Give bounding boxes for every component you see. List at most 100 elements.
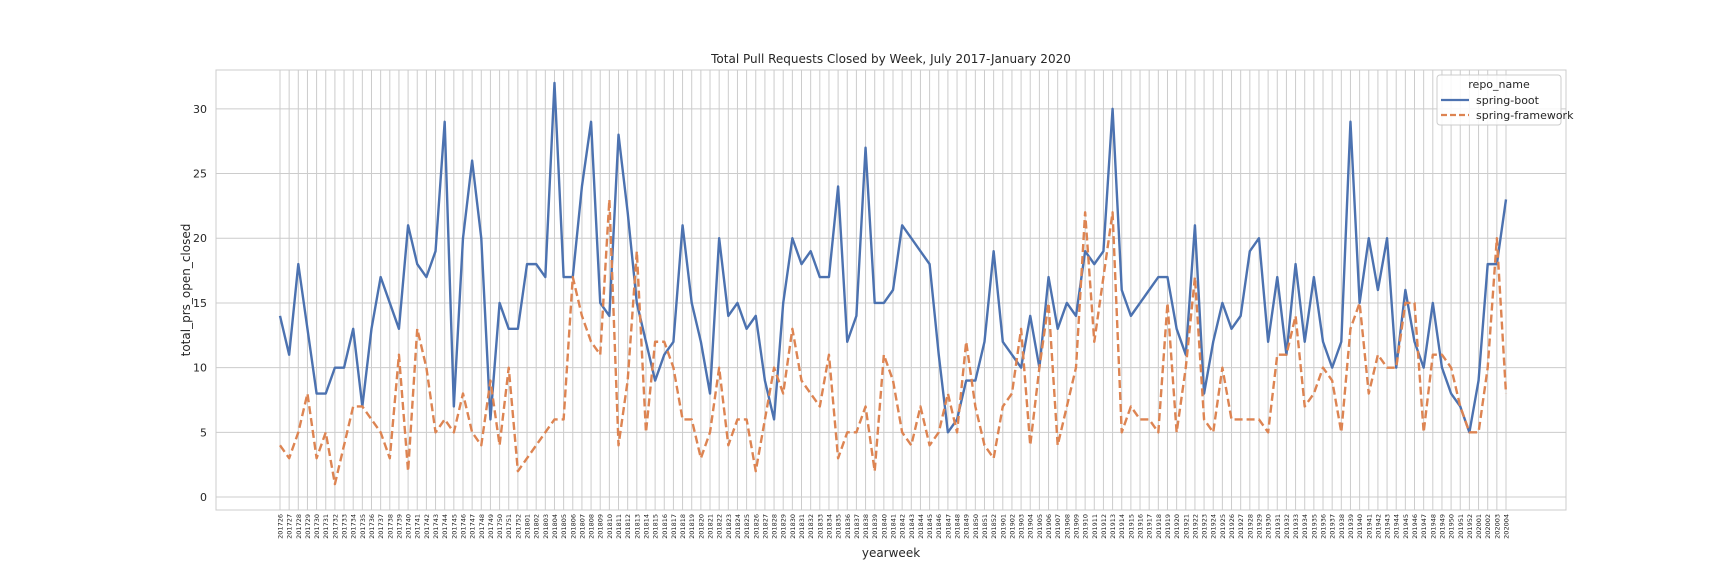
x-tick-label: 201831 (798, 514, 806, 539)
x-tick-label: 201902 (1008, 514, 1016, 539)
x-tick-label: 201829 (780, 514, 788, 539)
x-tick-label: 201920 (1173, 514, 1181, 539)
x-tick-label: 201844 (917, 514, 925, 539)
x-tick-label: 201734 (350, 514, 358, 539)
x-tick-label: 201806 (569, 514, 577, 539)
x-tick-label: 201908 (1063, 514, 1071, 539)
x-tick-label: 201838 (862, 514, 870, 539)
x-tick-label: 201810 (606, 514, 614, 539)
x-tick-label: 201816 (661, 514, 669, 539)
x-tick-label: 201932 (1283, 514, 1291, 539)
x-tick-label: 201751 (505, 514, 513, 539)
x-tick-label: 201915 (1127, 514, 1135, 539)
x-tick-label: 201731 (322, 514, 330, 539)
x-tick-label: 201941 (1365, 514, 1373, 539)
x-tick-label: 201933 (1292, 514, 1300, 539)
x-tick-label: 201930 (1265, 514, 1273, 539)
x-tick-label: 201943 (1384, 514, 1392, 539)
series-line-spring-framework (279, 198, 1508, 486)
x-tick-label: 201952 (1466, 514, 1474, 539)
x-tick-label: 201926 (1228, 514, 1236, 539)
x-tick-label: 201730 (313, 514, 321, 539)
x-tick-label: 201914 (1118, 514, 1126, 539)
x-tick-label: 201802 (533, 514, 541, 539)
x-tick-label: 201746 (459, 514, 467, 539)
series-layer (278, 81, 1508, 486)
y-axis-label: total_prs_open_closed (179, 224, 193, 357)
x-tick-label: 201945 (1402, 514, 1410, 539)
x-tick-label: 201924 (1210, 514, 1218, 539)
x-tick-label: 201921 (1182, 514, 1190, 539)
x-tick-label: 202004 (1503, 514, 1511, 539)
x-tick-label: 201911 (1091, 514, 1099, 539)
x-tick-label: 201910 (1082, 514, 1090, 539)
x-tick-label: 201837 (853, 514, 861, 539)
x-tick-label: 201942 (1374, 514, 1382, 539)
x-tick-label: 201727 (286, 514, 294, 539)
x-tick-label: 201940 (1356, 514, 1364, 539)
x-tick-label: 202002 (1484, 514, 1492, 539)
y-tick-label: 5 (200, 426, 207, 439)
x-tick-label: 201818 (679, 514, 687, 539)
x-tick-label: 201931 (1274, 514, 1282, 539)
x-tick-label: 201938 (1338, 514, 1346, 539)
x-tick-label: 201737 (377, 514, 385, 539)
legend-title: repo_name (1468, 78, 1530, 91)
x-tick-label: 201842 (899, 514, 907, 539)
x-tick-label: 201848 (954, 514, 962, 539)
y-tick-label: 0 (200, 491, 207, 504)
x-tick-label: 201819 (688, 514, 696, 539)
x-tick-label: 201750 (496, 514, 504, 539)
x-tick-label: 201807 (578, 514, 586, 539)
x-axis: 201726 201727 201728 201729 201730 201731 2017… (277, 514, 1511, 539)
x-tick-label: 201813 (633, 514, 641, 539)
x-tick-label: 201846 (935, 514, 943, 539)
x-tick-label: 201825 (743, 514, 751, 539)
x-tick-label: 201814 (642, 514, 650, 539)
y-tick-label: 20 (193, 232, 207, 245)
x-tick-label: 201833 (816, 514, 824, 539)
x-tick-label: 201913 (1109, 514, 1117, 539)
x-tick-label: 201841 (890, 514, 898, 539)
x-tick-label: 201919 (1164, 514, 1172, 539)
x-tick-label: 201929 (1255, 514, 1263, 539)
x-tick-label: 201832 (807, 514, 815, 539)
x-tick-label: 201812 (624, 514, 632, 539)
x-tick-label: 201726 (277, 514, 285, 539)
x-tick-label: 201951 (1457, 514, 1465, 539)
x-tick-label: 201904 (1027, 514, 1035, 539)
x-tick-label: 201850 (972, 514, 980, 539)
x-tick-label: 201947 (1420, 514, 1428, 539)
x-tick-label: 201817 (670, 514, 678, 539)
x-tick-label: 201936 (1320, 514, 1328, 539)
x-tick-label: 201935 (1310, 514, 1318, 539)
x-tick-label: 201906 (1045, 514, 1053, 539)
x-tick-label: 201736 (368, 514, 376, 539)
x-tick-label: 201835 (835, 514, 843, 539)
legend-label-spring-boot: spring-boot (1476, 94, 1540, 107)
x-tick-label: 201823 (725, 514, 733, 539)
x-tick-label: 201851 (981, 514, 989, 539)
x-tick-label: 201916 (1137, 514, 1145, 539)
legend: repo_name spring-boot spring-framework (1436, 74, 1574, 126)
x-tick-label: 201741 (414, 514, 422, 539)
x-tick-label: 201845 (926, 514, 934, 539)
x-tick-label: 201728 (295, 514, 303, 539)
x-tick-label: 201749 (487, 514, 495, 539)
x-tick-label: 201925 (1219, 514, 1227, 539)
x-tick-label: 201735 (359, 514, 367, 539)
x-tick-label: 201948 (1429, 514, 1437, 539)
x-tick-label: 201901 (999, 514, 1007, 539)
y-tick-label: 15 (193, 297, 207, 310)
x-tick-label: 201739 (395, 514, 403, 539)
x-tick-label: 201946 (1411, 514, 1419, 539)
x-tick-label: 201738 (386, 514, 394, 539)
x-tick-label: 202003 (1493, 514, 1501, 539)
y-tick-label: 25 (193, 168, 207, 181)
x-tick-label: 201840 (880, 514, 888, 539)
x-tick-label: 201949 (1438, 514, 1446, 539)
x-tick-label: 201922 (1191, 514, 1199, 539)
x-tick-label: 201827 (761, 514, 769, 539)
x-tick-label: 201805 (560, 514, 568, 539)
